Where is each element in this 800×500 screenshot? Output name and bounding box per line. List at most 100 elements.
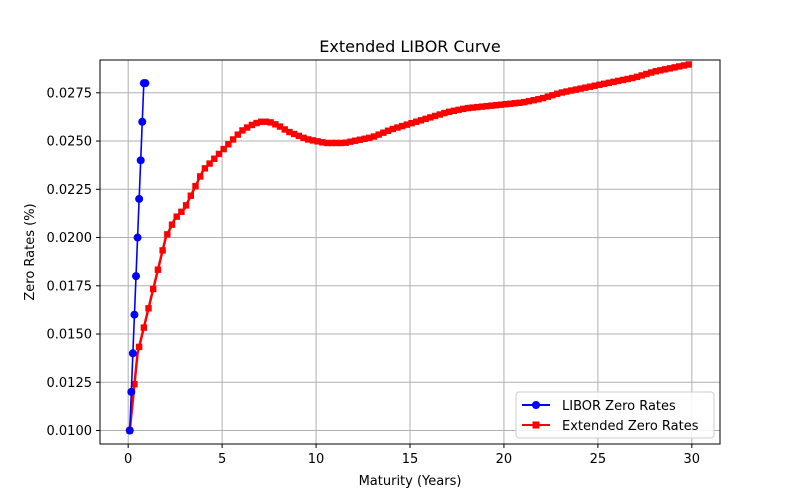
data-point-extended [164, 231, 171, 238]
data-point-libor [132, 272, 141, 281]
data-point-extended [450, 107, 458, 115]
data-point-extended [182, 202, 190, 209]
data-point-extended [140, 324, 148, 331]
y-tick-label: 0.0250 [47, 135, 93, 150]
data-point-extended [605, 79, 613, 87]
data-point-extended [253, 119, 260, 127]
data-point-extended [361, 135, 368, 142]
data-point-extended [281, 126, 288, 133]
data-point-extended [305, 136, 312, 143]
data-point-extended [671, 64, 678, 71]
data-point-extended [262, 118, 270, 125]
data-point-extended [455, 106, 462, 114]
x-tick-label: 30 [684, 452, 701, 467]
data-point-extended [351, 137, 359, 144]
data-point-extended [460, 105, 467, 113]
data-point-extended [657, 67, 664, 74]
ticks: 0 5 10 15 20 25 30 0.0100 0.0125 0.0150 0.0175 0.02… [47, 86, 701, 467]
data-point-extended [624, 75, 631, 83]
data-point-extended [464, 104, 472, 112]
data-point-extended [309, 137, 317, 144]
data-point-extended [394, 124, 401, 131]
data-point-extended [544, 93, 551, 100]
data-point-libor [130, 310, 139, 319]
legend: LIBOR Zero Rates Extended Zero Rates [515, 391, 715, 439]
y-tick-label: 0.0125 [47, 376, 93, 391]
chart-title: Extended LIBOR Curve [319, 37, 500, 56]
data-point-extended [159, 247, 166, 254]
data-point-extended [436, 111, 443, 118]
data-point-libor [141, 79, 150, 88]
data-point-extended [535, 96, 542, 103]
x-axis-title: Maturity (Years) [359, 474, 462, 489]
data-point-libor [128, 349, 137, 358]
data-point-libor [133, 233, 142, 242]
y-tick-label: 0.0100 [47, 424, 93, 439]
data-point-extended [380, 129, 387, 136]
x-tick-label: 25 [590, 452, 607, 467]
data-point-extended [347, 138, 354, 145]
data-point-extended [389, 125, 396, 133]
data-point-extended [582, 84, 589, 91]
data-point-extended [398, 122, 406, 130]
data-point-extended [173, 213, 180, 220]
data-point-extended [337, 139, 345, 147]
data-point-extended [478, 103, 486, 110]
data-point-extended [558, 89, 566, 96]
y-axis-title: Zero Rates (%) [23, 203, 38, 300]
data-point-extended [234, 131, 241, 138]
data-point-extended [539, 94, 547, 102]
x-tick-label: 0 [124, 452, 132, 467]
data-point-extended [211, 155, 218, 162]
data-point-extended [356, 136, 364, 143]
data-point-extended [525, 97, 533, 105]
data-point-extended [417, 117, 425, 124]
data-point-extended [661, 66, 669, 73]
data-point-extended [506, 100, 514, 107]
data-point-libor [136, 156, 145, 165]
data-point-extended [638, 72, 645, 79]
x-tick-label: 20 [496, 452, 513, 467]
data-point-extended [643, 70, 650, 78]
data-point-extended [666, 65, 674, 72]
data-point-extended [201, 165, 209, 172]
data-point-extended [267, 119, 274, 126]
data-point-extended [187, 192, 195, 199]
data-point-extended [192, 182, 199, 190]
data-point-extended [577, 85, 584, 92]
data-point-extended [258, 118, 265, 125]
data-point-extended [619, 76, 627, 84]
data-point-extended [502, 101, 509, 108]
y-tick-label: 0.0275 [47, 86, 93, 101]
data-point-extended [319, 139, 326, 146]
legend-label-extended: Extended Zero Rates [562, 419, 699, 434]
data-point-extended [272, 121, 279, 128]
data-point-extended [445, 108, 453, 115]
data-point-extended [196, 173, 204, 180]
data-point-extended [150, 285, 157, 293]
data-point-extended [568, 87, 575, 94]
data-point-extended [431, 112, 439, 120]
data-point-extended [384, 127, 392, 134]
y-tick-label: 0.0225 [47, 183, 93, 198]
data-point-libor [135, 194, 144, 203]
legend-box [515, 391, 715, 439]
data-point-extended [145, 305, 152, 312]
data-point-extended [342, 139, 350, 146]
data-point-extended [286, 128, 293, 136]
data-point-extended [178, 208, 185, 216]
data-point-extended [206, 160, 213, 167]
data-point-extended [676, 63, 683, 70]
y-tick-label: 0.0150 [47, 328, 93, 343]
data-point-extended [680, 62, 688, 69]
data-point-extended [553, 90, 561, 97]
data-point-extended [600, 80, 608, 88]
x-tick-label: 10 [308, 452, 325, 467]
data-point-extended [323, 139, 331, 147]
data-point-extended [652, 68, 660, 75]
data-point-extended [572, 86, 580, 93]
data-point-extended [225, 141, 232, 148]
data-point-extended [366, 134, 373, 142]
data-point-extended [276, 123, 284, 130]
data-point-extended [530, 97, 537, 104]
